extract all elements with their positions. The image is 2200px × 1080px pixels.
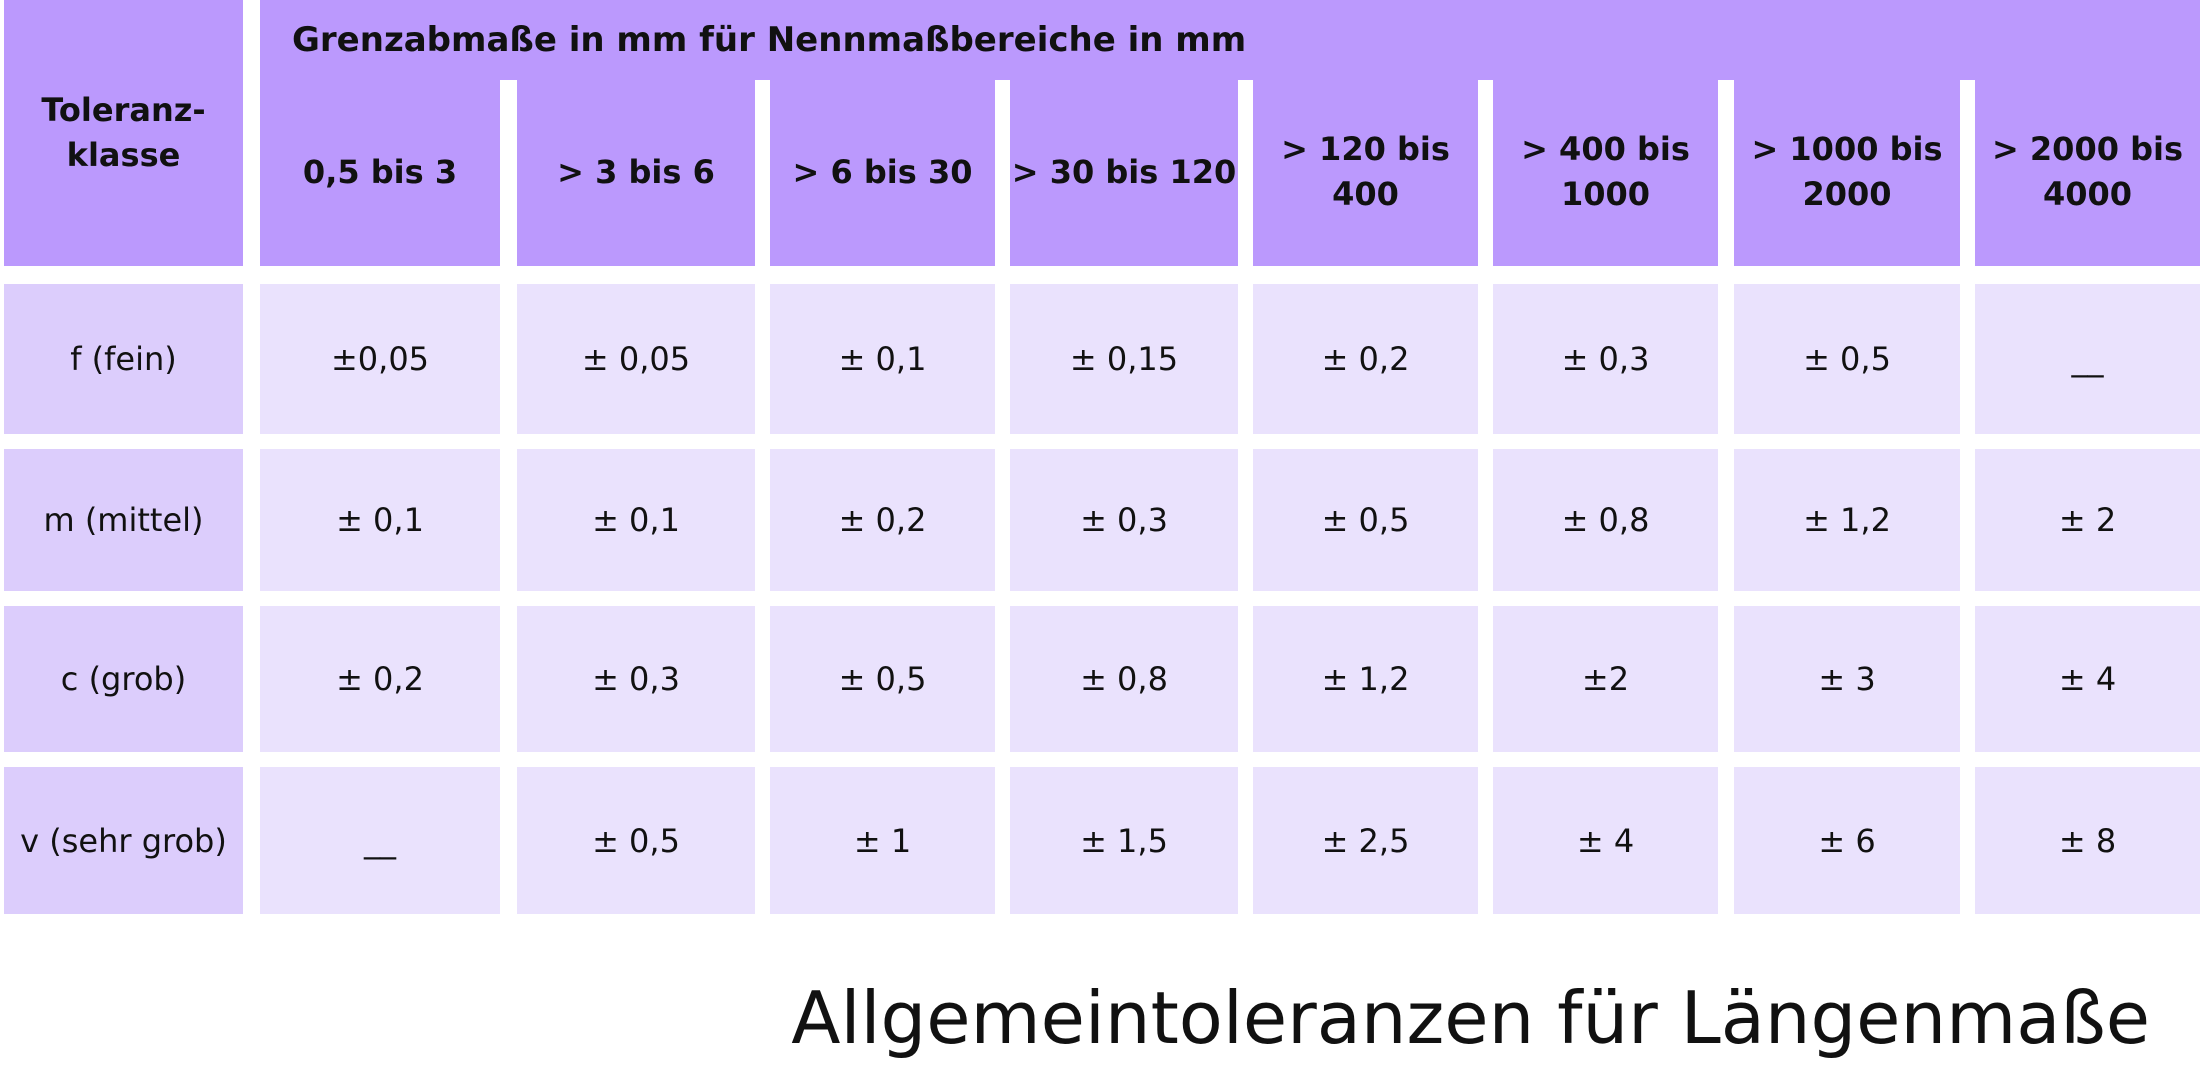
table-cell: __ <box>260 767 500 914</box>
range-header: > 2000 bis 4000 <box>1975 78 2200 266</box>
class-header: Toleranz- klasse <box>4 0 243 266</box>
table-caption: Allgemeintoleranzen für Längenmaße <box>791 976 2150 1060</box>
table-cell: ± 0,2 <box>770 449 995 591</box>
table-cell: ± 6 <box>1734 767 1960 914</box>
table-cell: ± 2,5 <box>1253 767 1478 914</box>
row-label: c (grob) <box>4 606 243 752</box>
table-cell: ± 1 <box>770 767 995 914</box>
table-cell: ± 8 <box>1975 767 2200 914</box>
row-label: v (sehr grob) <box>4 767 243 914</box>
range-group-title: Grenzabmaße in mm für Nennmaßbereiche in… <box>260 0 2200 80</box>
table-cell: ± 3 <box>1734 606 1960 752</box>
range-header: > 6 bis 30 <box>770 78 995 266</box>
range-header: > 3 bis 6 <box>517 78 755 266</box>
table-cell: ± 0,8 <box>1010 606 1238 752</box>
table-cell: ± 0,05 <box>517 284 755 434</box>
range-header: 0,5 bis 3 <box>260 78 500 266</box>
table-cell: ± 1,5 <box>1010 767 1238 914</box>
table-cell: ± 0,1 <box>260 449 500 591</box>
table-cell: ± 2 <box>1975 449 2200 591</box>
table-cell: ± 0,3 <box>517 606 755 752</box>
table-cell: ± 0,5 <box>1734 284 1960 434</box>
range-header: > 120 bis 400 <box>1253 78 1478 266</box>
range-header: > 30 bis 120 <box>1010 78 1238 266</box>
row-label: f (fein) <box>4 284 243 434</box>
table-cell: ± 0,3 <box>1493 284 1718 434</box>
table-cell: ± 0,3 <box>1010 449 1238 591</box>
range-header: > 1000 bis 2000 <box>1734 78 1960 266</box>
row-label: m (mittel) <box>4 449 243 591</box>
table-cell: ± 0,1 <box>770 284 995 434</box>
table-cell: ± 4 <box>1493 767 1718 914</box>
table-cell: ± 4 <box>1975 606 2200 752</box>
table-cell: ± 0,2 <box>260 606 500 752</box>
table-cell: ±0,05 <box>260 284 500 434</box>
table-cell: ±2 <box>1493 606 1718 752</box>
table-cell: __ <box>1975 284 2200 434</box>
table-cell: ± 1,2 <box>1253 606 1478 752</box>
range-header: > 400 bis 1000 <box>1493 78 1718 266</box>
table-cell: ± 0,5 <box>770 606 995 752</box>
table-cell: ± 0,8 <box>1493 449 1718 591</box>
table-cell: ± 0,1 <box>517 449 755 591</box>
table-cell: ± 0,2 <box>1253 284 1478 434</box>
table-cell: ± 0,5 <box>1253 449 1478 591</box>
table-cell: ± 0,5 <box>517 767 755 914</box>
table-cell: ± 1,2 <box>1734 449 1960 591</box>
table-cell: ± 0,15 <box>1010 284 1238 434</box>
